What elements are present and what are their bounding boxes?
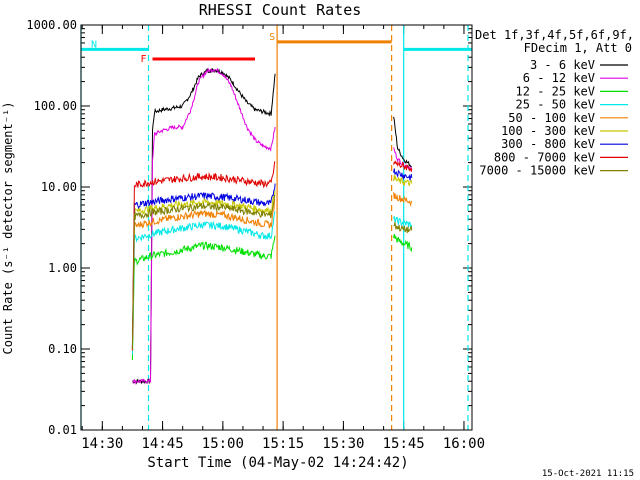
series-line-post-3-6-kev — [393, 116, 412, 167]
interval-label-f: F — [141, 54, 147, 65]
legend-label-6-12-kev: 6 - 12 keV — [523, 71, 595, 85]
y-tick-label: 10.00 — [41, 180, 77, 194]
x-tick-label: 15:45 — [383, 436, 425, 452]
series-line-6-12-kev — [132, 67, 276, 385]
series-line-12-25-kev — [131, 235, 276, 361]
series-line-25-50-kev — [131, 211, 276, 355]
legend-label-100-300-kev: 100 - 300 keV — [501, 124, 595, 138]
y-tick-labels: 0.01 0.10 1.00 10.00 100.00 1000.00 — [26, 18, 77, 437]
axis-ticks — [81, 24, 472, 431]
y-tick-label: 1000.00 — [26, 18, 77, 32]
x-tick-label: 14:45 — [141, 436, 183, 452]
y-tick-label: 0.10 — [48, 342, 77, 356]
series-line-100-300-kev — [131, 190, 276, 348]
series-line-post-7000-15000-kev — [393, 221, 413, 234]
legend-label-7000-15000-kev: 7000 - 15000 keV — [479, 164, 595, 178]
legend-header-line-1: Det 1f,3f,4f,5f,6f,9f, — [475, 28, 634, 42]
legend-label-25-50-kev: 25 - 50 keV — [516, 98, 595, 112]
legend-label-12-25-kev: 12 - 25 keV — [516, 84, 595, 98]
series-line-post-12-25-kev — [393, 234, 413, 253]
series-line-post-50-100-kev — [393, 192, 413, 207]
series-line-7000-15000-kev — [131, 194, 276, 350]
interval-label-s: S — [269, 32, 275, 43]
y-tick-label: 0.01 — [48, 423, 77, 437]
x-tick-label: 15:30 — [322, 436, 364, 452]
legend-header-line-2: FDecim 1, Att 0 — [524, 41, 632, 55]
plot-area: N F S — [80, 24, 473, 431]
y-tick-label: 100.00 — [34, 99, 77, 113]
y-tick-label: 1.00 — [48, 261, 77, 275]
series-lines — [131, 67, 413, 385]
plot-frame — [80, 24, 473, 431]
chart-title: RHESSI Count Rates — [199, 1, 362, 19]
series-line-50-100-kev — [131, 198, 276, 351]
x-tick-label: 16:00 — [443, 436, 485, 452]
series-line-post-25-50-kev — [393, 216, 413, 230]
x-tick-label: 15:15 — [262, 436, 304, 452]
series-line-300-800-kev — [131, 183, 276, 349]
interval-label-n: N — [91, 39, 97, 50]
legend-label-800-7000-kev: 800 - 7000 keV — [494, 150, 595, 164]
series-line-post-100-300-kev — [393, 174, 413, 187]
series-line-800-7000-kev — [131, 161, 276, 351]
footer-date: 15-Oct-2021 11:15 — [542, 469, 634, 479]
series-line-3-6-kev — [132, 67, 276, 385]
x-axis-label: Start Time (04-May-02 14:24:42) — [147, 455, 408, 471]
legend-label-300-800-kev: 300 - 800 keV — [501, 137, 595, 151]
x-tick-labels: 14:30 14:45 15:00 15:15 15:30 15:45 16:00 — [81, 436, 485, 452]
x-tick-label: 14:30 — [81, 436, 123, 452]
interval-bars: N F S — [81, 32, 472, 65]
y-axis-label: Count Rate (s⁻¹ detector segment⁻¹) — [1, 102, 15, 355]
legend-label-50-100-kev: 50 - 100 keV — [508, 111, 595, 125]
x-tick-label: 15:00 — [202, 436, 244, 452]
legend: Det 1f,3f,4f,5f,6f,9f, FDecim 1, Att 0 3… — [475, 28, 634, 178]
series-line-post-300-800-kev — [393, 168, 413, 181]
legend-label-3-6-kev: 3 - 6 keV — [530, 58, 595, 72]
series-line-post-800-7000-kev — [393, 160, 413, 172]
